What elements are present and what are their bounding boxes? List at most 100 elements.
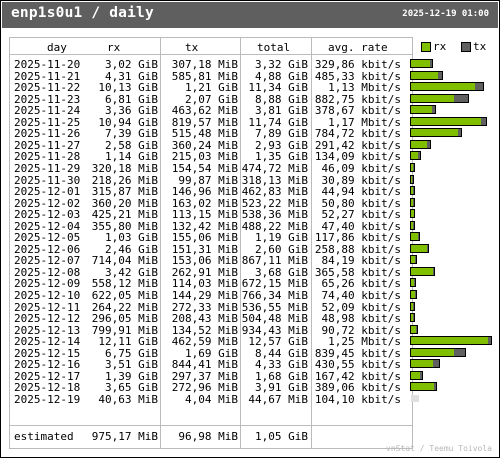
row-total: 8,44 GiB xyxy=(255,346,308,360)
tx-bar xyxy=(412,314,415,322)
row-rx: 320,18 MiB xyxy=(91,161,158,175)
rx-bar xyxy=(411,348,454,356)
row-tx: 272,33 MiB xyxy=(171,300,238,314)
row-day: 2025-12-18 xyxy=(14,381,81,395)
tx-bar xyxy=(412,175,414,183)
tx-bar xyxy=(426,244,428,252)
bar-outline xyxy=(410,301,416,311)
tx-bar xyxy=(412,187,414,195)
row-rx: 3,02 GiB xyxy=(105,58,158,71)
row-avg-rate: 291,42 kbit/s xyxy=(314,138,401,152)
row-total: 3,91 GiB xyxy=(255,381,308,395)
row-day: 2025-12-10 xyxy=(14,289,81,302)
column-header-rx: rx xyxy=(107,41,121,54)
row-total: 2,60 GiB xyxy=(255,242,308,256)
tx-bar xyxy=(415,325,417,333)
rx-bar xyxy=(411,187,413,195)
bar-outline xyxy=(410,82,485,92)
bar-outline xyxy=(410,324,418,334)
estimated-label: estimated xyxy=(14,430,74,443)
column-divider xyxy=(311,38,312,448)
row-avg-rate: 1,13 Mbit/s xyxy=(328,81,401,95)
row-total: 11,34 GiB xyxy=(248,81,308,95)
row-day: 2025-12-14 xyxy=(14,335,81,349)
row-total: 538,36 MiB xyxy=(241,208,308,222)
rx-bar xyxy=(411,60,431,67)
row-avg-rate: 1,25 Mbit/s xyxy=(328,335,401,349)
tx-bar xyxy=(458,129,462,137)
row-rx: 360,20 MiB xyxy=(91,196,158,210)
rx-bar xyxy=(411,314,413,322)
row-rx: 315,87 MiB xyxy=(91,185,158,199)
row-total: 934,43 MiB xyxy=(241,323,308,337)
row-rx: 558,12 MiB xyxy=(91,277,158,291)
bar-outline xyxy=(410,209,416,219)
rx-bar xyxy=(411,163,413,171)
tx-bar xyxy=(414,279,416,287)
column-divider xyxy=(160,38,161,448)
rx-bar xyxy=(411,83,476,91)
row-avg-rate: 378,67 kbit/s xyxy=(314,104,401,118)
rx-bar xyxy=(411,210,414,218)
tx-bar xyxy=(413,221,415,229)
bar-outline xyxy=(410,139,431,149)
row-tx: 144,29 MiB xyxy=(171,289,238,302)
row-rx: 10,94 GiB xyxy=(98,115,158,129)
tx-bar xyxy=(434,383,436,391)
row-tx: 114,03 MiB xyxy=(171,277,238,291)
row-day: 2025-12-02 xyxy=(14,196,81,210)
row-rx: 12,11 GiB xyxy=(98,335,158,349)
row-avg-rate: 50,80 kbit/s xyxy=(321,196,401,210)
row-total: 1,35 GiB xyxy=(255,150,308,164)
row-day: 2025-11-24 xyxy=(14,104,81,118)
row-rx: 355,80 MiB xyxy=(91,219,158,233)
row-rx: 296,05 MiB xyxy=(91,312,158,326)
row-total: 462,83 MiB xyxy=(241,185,308,199)
row-avg-rate: 167,42 kbit/s xyxy=(314,369,401,383)
tx-bar xyxy=(418,152,420,160)
row-avg-rate: 1,17 Mbit/s xyxy=(328,115,401,129)
row-total: 7,89 GiB xyxy=(255,127,308,141)
row-avg-rate: 30,89 kbit/s xyxy=(321,173,401,187)
row-total: 12,57 GiB xyxy=(248,335,308,349)
header-divider xyxy=(10,54,412,55)
rx-bar xyxy=(411,279,415,287)
row-total: 474,72 MiB xyxy=(241,161,308,175)
tx-bar xyxy=(414,291,416,298)
rx-bar xyxy=(411,244,427,252)
row-tx: 155,06 MiB xyxy=(171,231,238,245)
row-tx: 146,96 MiB xyxy=(171,185,238,199)
row-avg-rate: 430,55 kbit/s xyxy=(314,358,401,372)
row-rx: 425,21 MiB xyxy=(91,208,158,222)
tx-bar xyxy=(413,198,415,206)
row-day: 2025-12-17 xyxy=(14,369,81,383)
bar-outline xyxy=(410,255,418,265)
row-day: 2025-12-01 xyxy=(14,185,81,199)
column-header-total: total xyxy=(257,41,291,54)
row-rx: 3,51 GiB xyxy=(105,358,158,372)
row-tx: 132,42 MiB xyxy=(171,219,238,233)
bar-outline xyxy=(410,128,463,138)
row-avg-rate: 882,75 kbit/s xyxy=(314,92,401,106)
tx-bar xyxy=(412,302,415,310)
bar-outline xyxy=(410,93,469,103)
row-tx: 154,54 MiB xyxy=(171,161,238,175)
rx-bar xyxy=(411,302,413,310)
bar-outline xyxy=(410,290,417,299)
row-tx: 2,07 GiB xyxy=(185,92,238,106)
row-tx: 151,31 MiB xyxy=(171,242,238,256)
row-avg-rate: 839,45 kbit/s xyxy=(314,346,401,360)
bar-outline xyxy=(410,116,487,126)
row-rx: 7,39 GiB xyxy=(105,127,158,141)
row-tx: 360,24 MiB xyxy=(171,138,238,152)
column-header-tx: tx xyxy=(185,41,199,54)
row-avg-rate: 104,10 kbit/s xyxy=(314,392,401,406)
bar-outline xyxy=(410,186,415,196)
row-tx: 1,21 GiB xyxy=(185,81,238,95)
row-total: 536,55 MiB xyxy=(241,300,308,314)
row-total: 4,33 GiB xyxy=(255,358,308,372)
rx-bar xyxy=(411,94,455,102)
row-tx: 215,03 MiB xyxy=(171,150,238,164)
tx-bar xyxy=(417,233,419,241)
estimated-total: 1,05 GiB xyxy=(255,430,308,443)
